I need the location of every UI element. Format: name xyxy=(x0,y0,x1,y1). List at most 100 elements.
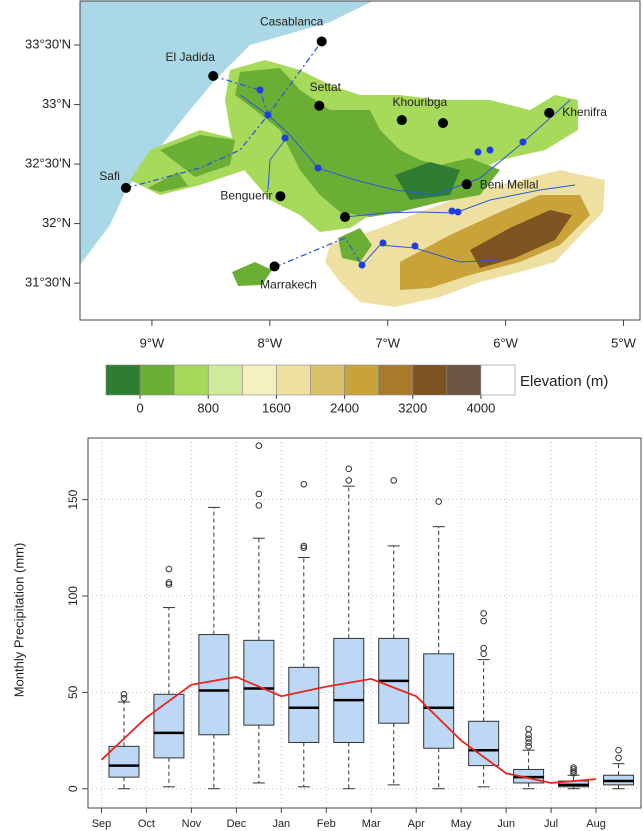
station xyxy=(314,164,322,172)
box xyxy=(423,653,455,749)
city-label: Casablanca xyxy=(260,15,324,29)
map-frame xyxy=(79,0,641,321)
route xyxy=(274,237,363,268)
x-tick-label: Dec xyxy=(227,818,247,830)
city-label: Khouribga xyxy=(392,95,447,109)
y-axis-title: Monthly Precipitation (mm) xyxy=(11,543,26,698)
x-tick-label: Jul xyxy=(544,818,558,830)
colorbar-tick-label: 4000 xyxy=(466,400,495,415)
outlier xyxy=(120,691,128,698)
station xyxy=(281,134,289,142)
box xyxy=(108,745,140,778)
box xyxy=(153,693,185,759)
city-dot xyxy=(120,182,131,193)
outlier xyxy=(525,731,532,739)
colorbar-tick-label: 3200 xyxy=(398,400,427,415)
y-tick-label: 32°N xyxy=(42,215,71,230)
river xyxy=(267,139,286,191)
colorbar-box xyxy=(310,364,345,396)
outlier xyxy=(165,565,173,573)
colorbar-box xyxy=(139,364,175,396)
station xyxy=(486,146,494,154)
x-tick-label: 8°W xyxy=(257,335,282,350)
box xyxy=(468,720,500,767)
x-tick-label: 5°W xyxy=(611,335,636,350)
colorbar-box xyxy=(446,364,482,396)
y-tick-label: 150 xyxy=(66,489,80,509)
x-tick-label: Apr xyxy=(408,818,425,830)
outlier xyxy=(525,725,532,733)
colorbar-box xyxy=(207,364,243,396)
mountains xyxy=(470,210,572,268)
x-tick-label: Jan xyxy=(272,818,290,830)
x-tick-label: Aug xyxy=(586,818,606,830)
outlier xyxy=(570,766,577,773)
outlier xyxy=(165,579,173,586)
city-label: Safi xyxy=(99,169,120,183)
x-tick-label: Sep xyxy=(92,818,112,830)
city-dot xyxy=(314,100,325,111)
plot-frame xyxy=(87,437,642,809)
outlier xyxy=(300,544,308,552)
outlier xyxy=(615,746,622,754)
x-tick-label: Jun xyxy=(497,818,515,830)
y-tick-label: 0 xyxy=(66,785,80,792)
outlier xyxy=(255,442,263,450)
y-tick-label: 50 xyxy=(66,685,80,699)
route xyxy=(212,40,323,117)
x-tick-label: 7°W xyxy=(375,335,400,350)
outlier xyxy=(525,739,532,746)
station xyxy=(264,111,272,119)
colorbar-tick-label: 800 xyxy=(197,400,219,415)
city-dot xyxy=(396,115,407,126)
colorbar-tick-label: 0 xyxy=(136,400,143,415)
lowland xyxy=(148,172,188,192)
route xyxy=(125,114,269,189)
y-tick-label: 33°N xyxy=(42,96,71,111)
colorbar-box xyxy=(480,364,516,396)
river xyxy=(239,94,571,196)
outlier xyxy=(480,610,487,617)
lowland xyxy=(395,162,460,200)
lowland xyxy=(338,228,372,262)
ocean xyxy=(80,1,373,265)
station xyxy=(448,207,456,215)
y-tick-label: 33°30'N xyxy=(25,36,71,51)
city-dot xyxy=(316,36,327,47)
city-dot xyxy=(438,118,448,128)
outlier xyxy=(300,542,308,550)
outlier xyxy=(390,477,398,484)
station xyxy=(474,148,482,156)
y-tick-label: 31°30'N xyxy=(25,275,71,290)
station xyxy=(454,208,462,216)
station xyxy=(358,261,366,269)
x-tick-label: 6°W xyxy=(493,335,518,350)
outlier xyxy=(570,768,577,775)
outlier xyxy=(345,477,353,484)
colorbar-box xyxy=(173,364,209,396)
legend-title: Elevation (m) xyxy=(520,373,608,390)
city-label: Beni Mellal xyxy=(480,177,539,191)
outlier xyxy=(165,581,173,588)
station xyxy=(379,239,387,247)
colorbar-box xyxy=(242,364,277,396)
colorbar-box xyxy=(344,364,379,396)
colorbar-box xyxy=(412,364,448,396)
city-dot xyxy=(269,261,280,272)
colorbar-tick-label: 2400 xyxy=(330,400,359,415)
outlier xyxy=(300,480,308,488)
colorbar-box xyxy=(378,364,414,396)
city-dot xyxy=(208,70,219,81)
colorbar-box xyxy=(105,364,141,396)
y-tick-label: 32°30'N xyxy=(25,156,71,171)
outlier xyxy=(525,743,532,750)
lowland xyxy=(160,135,235,177)
city-label: Khenifra xyxy=(562,105,607,119)
colorbar-tick-label: 1600 xyxy=(262,400,291,415)
station xyxy=(519,138,527,146)
station xyxy=(256,86,264,94)
city-label: Marrakech xyxy=(260,278,317,292)
box xyxy=(198,634,230,736)
outlier xyxy=(525,735,532,742)
